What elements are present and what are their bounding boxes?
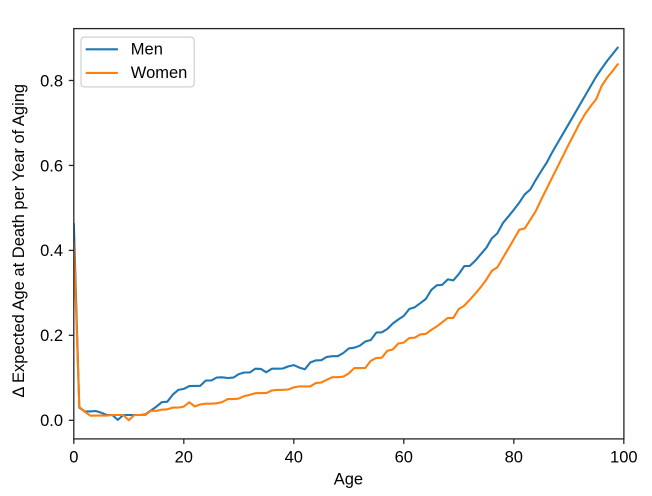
svg-text:40: 40 <box>285 449 303 467</box>
svg-text:Age: Age <box>334 471 363 489</box>
svg-text:0.6: 0.6 <box>40 157 63 175</box>
svg-text:80: 80 <box>505 449 523 467</box>
svg-text:20: 20 <box>175 449 193 467</box>
svg-text:0.2: 0.2 <box>40 327 63 345</box>
svg-text:0.8: 0.8 <box>40 72 63 90</box>
svg-text:0.4: 0.4 <box>40 242 63 260</box>
svg-text:Δ Expected Age at Death per Ye: Δ Expected Age at Death per Year of Agin… <box>10 84 28 398</box>
svg-text:Women: Women <box>131 64 188 82</box>
svg-text:100: 100 <box>610 449 638 467</box>
svg-text:0.0: 0.0 <box>40 412 63 430</box>
svg-text:0: 0 <box>69 449 78 467</box>
svg-text:Men: Men <box>131 41 163 59</box>
svg-text:60: 60 <box>395 449 413 467</box>
